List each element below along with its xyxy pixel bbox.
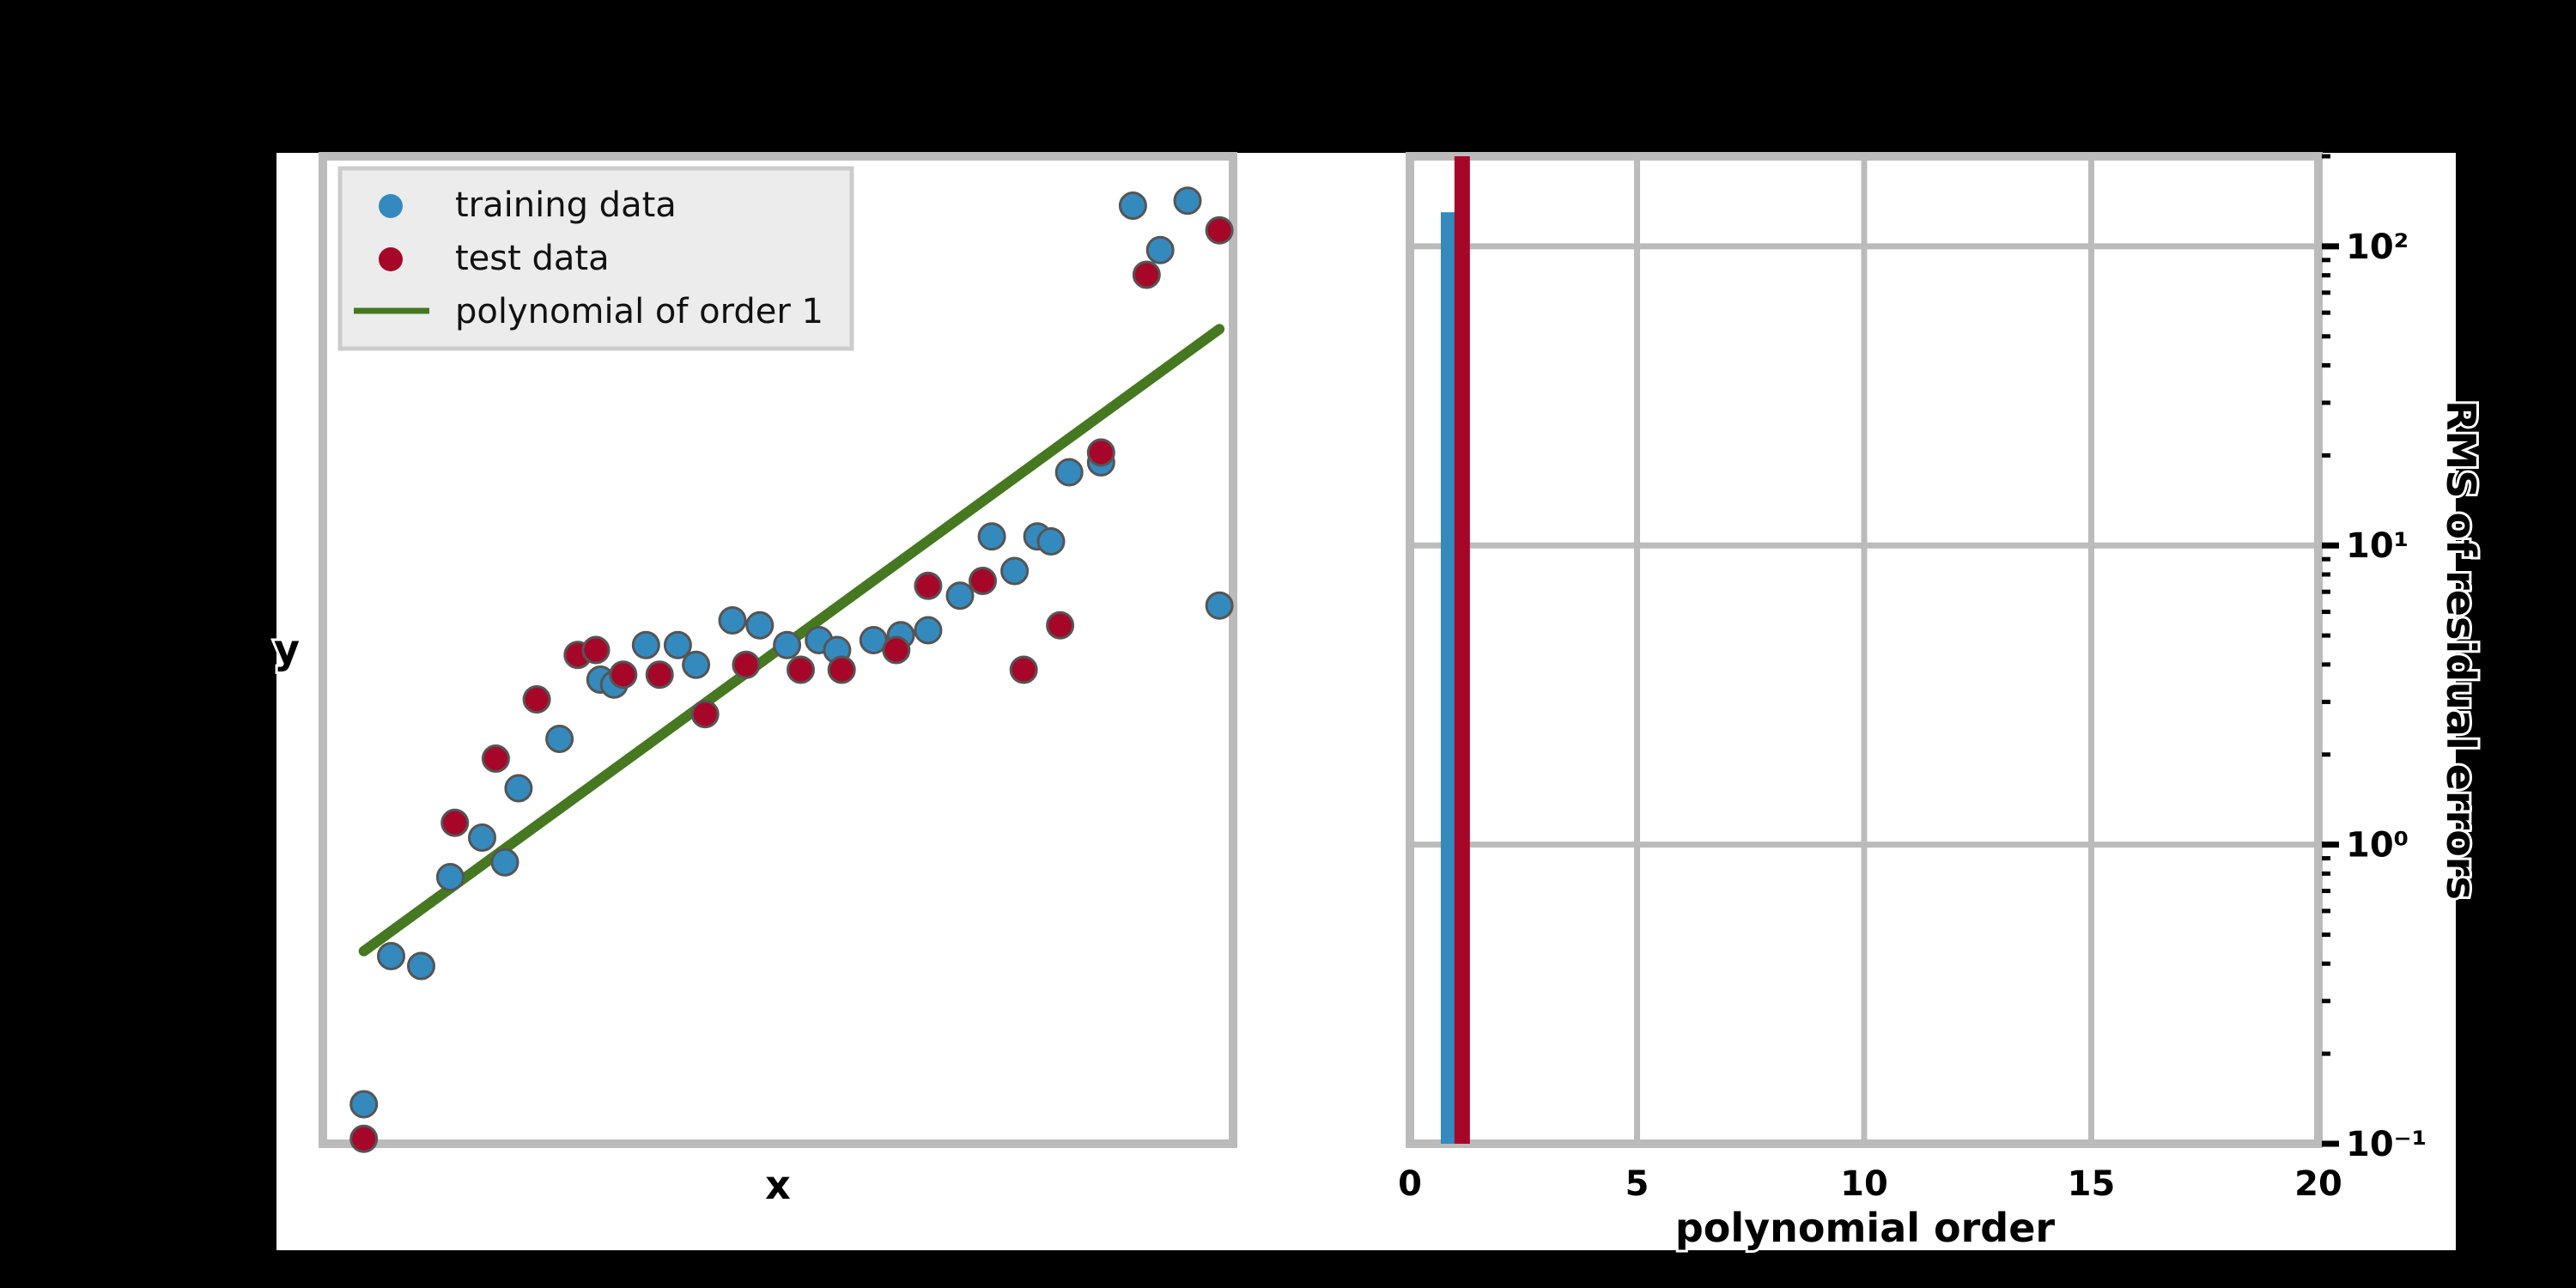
test-point: [609, 660, 638, 690]
x-tick-label: 10: [1840, 1164, 1888, 1204]
test-point: [969, 567, 997, 595]
training-point: [663, 630, 692, 659]
y-tick-label: 10⁰: [2346, 826, 2409, 866]
training-point: [545, 725, 574, 753]
training-point: [406, 951, 435, 981]
training-point: [1173, 186, 1202, 216]
training-point: [914, 616, 943, 645]
bar-test: [1454, 156, 1470, 1144]
legend-marker-training: [379, 194, 403, 218]
training-point: [435, 863, 465, 891]
training-point: [1205, 591, 1234, 620]
legend-marker-test: [379, 247, 403, 271]
legend-label-fit: polynomial of order 1: [455, 292, 823, 331]
bar-training: [1440, 212, 1456, 1144]
training-point: [1118, 191, 1147, 220]
bar-y-label: RMS of residual errors: [2438, 400, 2484, 900]
bar-bars-layer: [1440, 156, 1470, 1144]
training-point: [490, 848, 519, 877]
scatter-panel: training data test data polynomial of or…: [271, 152, 1237, 1211]
x-tick-label: 0: [1398, 1164, 1422, 1204]
training-point: [977, 522, 1006, 551]
x-tick-label: 5: [1625, 1164, 1649, 1204]
legend: training data test data polynomial of or…: [337, 166, 854, 351]
legend-label-training: training data: [455, 185, 677, 225]
test-point: [1009, 655, 1038, 684]
training-point: [1036, 527, 1066, 556]
y-tick-label: 10²: [2346, 228, 2409, 267]
training-point: [468, 823, 496, 852]
bar-x-label: polynomial order: [1675, 1205, 2056, 1251]
training-point: [631, 630, 660, 659]
bar-grid-layer: [1406, 156, 2322, 1147]
training-point: [504, 774, 533, 803]
test-point: [522, 685, 551, 714]
scatter-points-layer: [349, 186, 1234, 1153]
bar-y-ticks: 10⁻¹ 10⁰ 10¹ 10²: [2322, 154, 2429, 1167]
test-point: [882, 635, 911, 665]
training-point: [1145, 235, 1175, 264]
test-point: [914, 571, 943, 600]
scatter-y-label: y: [274, 626, 300, 672]
test-point: [1086, 438, 1115, 467]
test-point: [645, 660, 674, 690]
test-point: [440, 808, 470, 837]
y-tick-label: 10¹: [2346, 526, 2409, 566]
training-point: [773, 630, 802, 659]
test-point: [787, 655, 815, 684]
test-point: [1132, 260, 1161, 289]
x-tick-label: 20: [2294, 1164, 2342, 1204]
y-tick-label: 10⁻¹: [2346, 1125, 2427, 1164]
training-point: [349, 1090, 379, 1119]
training-point: [682, 650, 711, 679]
training-point: [377, 942, 405, 970]
bar-x-ticks: 0 5 10 15 20: [1395, 1162, 2345, 1206]
scatter-x-label: x: [765, 1162, 791, 1208]
legend-box: [337, 166, 854, 351]
training-point: [945, 581, 975, 611]
training-point: [718, 606, 747, 635]
test-point: [581, 635, 611, 665]
training-point: [1000, 556, 1030, 586]
x-tick-label: 15: [2068, 1164, 2116, 1204]
test-point: [349, 1124, 379, 1153]
training-point: [1054, 458, 1084, 487]
test-point: [481, 744, 510, 773]
test-point: [1046, 611, 1075, 640]
test-point: [732, 650, 761, 679]
test-point: [690, 700, 720, 729]
training-point: [745, 611, 775, 640]
test-point: [1205, 216, 1234, 245]
legend-label-test: test data: [455, 239, 610, 278]
test-point: [827, 655, 856, 684]
